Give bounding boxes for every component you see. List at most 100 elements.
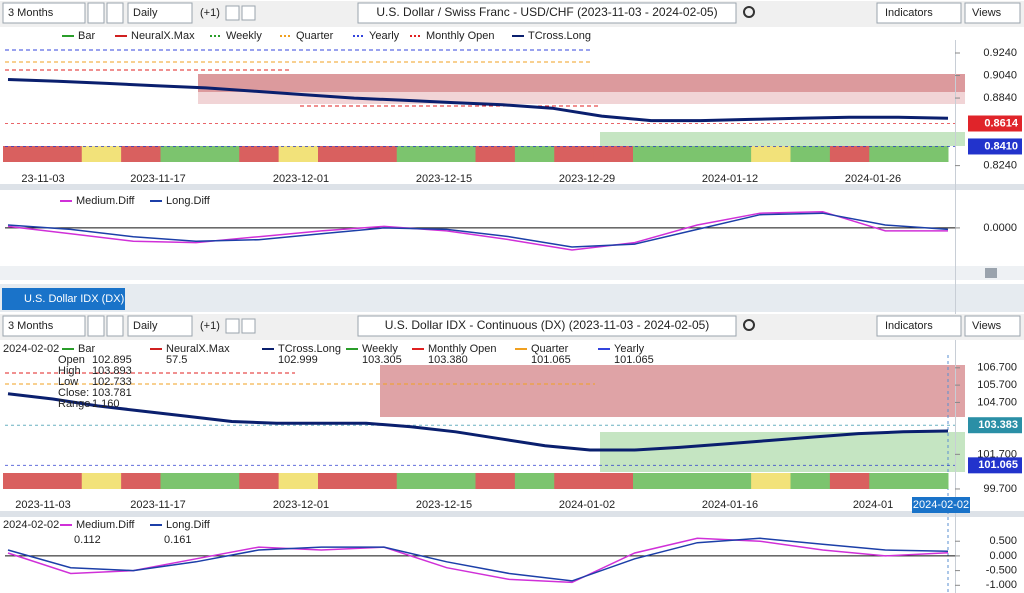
x-tick-label: 2024-01-12 <box>702 173 758 185</box>
legend-label: Quarter <box>296 30 334 42</box>
tab-bar <box>0 284 1024 312</box>
period-label[interactable]: 3 Months <box>8 7 54 19</box>
zoom-out[interactable] <box>106 315 124 337</box>
interval-label[interactable]: Daily <box>133 7 158 19</box>
legend-value: 101.065 <box>531 354 571 366</box>
period-select[interactable] <box>2 315 86 337</box>
period-select[interactable] <box>2 2 86 24</box>
scroll-thumb[interactable] <box>985 268 997 278</box>
plus-button[interactable] <box>225 318 240 334</box>
legend-label: Long.Diff <box>166 519 211 531</box>
y-tick-label: -0.500 <box>986 565 1017 577</box>
cursor-date: 2024-02-02 <box>913 499 969 511</box>
signal-strip <box>475 473 516 489</box>
signal-strip <box>396 473 437 489</box>
pane-separator <box>0 511 1024 517</box>
views-label[interactable]: Views <box>972 320 1002 332</box>
y-tick-label: 0.8240 <box>983 160 1017 172</box>
views-label[interactable]: Views <box>972 7 1002 19</box>
legend-value: 103.305 <box>362 354 402 366</box>
tab[interactable] <box>2 288 125 310</box>
price-tag-label: 0.8410 <box>984 140 1018 152</box>
plus-button[interactable] <box>225 5 240 21</box>
signal-strip <box>121 146 161 162</box>
indicators-select[interactable] <box>876 315 962 337</box>
signal-strip <box>239 146 280 162</box>
y-tick-label: -1.000 <box>986 579 1017 591</box>
interval-select[interactable] <box>127 2 193 24</box>
ohlc-label: Range <box>58 398 90 410</box>
ohlc-value: 1.160 <box>92 398 120 410</box>
ohlc-value: 102.895 <box>92 354 132 366</box>
signal-strip <box>672 146 713 162</box>
scrollbar[interactable] <box>0 266 1024 280</box>
signal-strip <box>829 146 870 162</box>
support-zone <box>600 132 965 146</box>
x-tick-label: 2023-12-01 <box>273 173 329 185</box>
search-icon[interactable] <box>743 6 755 18</box>
minus-button[interactable] <box>241 5 256 21</box>
x-tick-label: 2023-11-17 <box>130 173 185 185</box>
price-tag-label: 0.8614 <box>984 117 1019 129</box>
minus-button[interactable] <box>241 318 256 334</box>
views-select[interactable] <box>964 2 1021 24</box>
legend-date: 2024-02-02 <box>3 519 59 531</box>
legend-label: TCross.Long <box>528 30 591 42</box>
legend-value: 101.065 <box>614 354 654 366</box>
legend-label: NeuralX.Max <box>131 30 195 42</box>
x-tick-label: 2023-12-01 <box>273 499 329 511</box>
y-tick-label: 0.500 <box>989 535 1017 547</box>
price-tag-label: 101.065 <box>978 459 1018 471</box>
indicators-select[interactable] <box>876 2 962 24</box>
indicators-label[interactable]: Indicators <box>885 320 933 332</box>
signal-strip <box>318 146 358 162</box>
search-icon[interactable] <box>743 319 755 331</box>
x-tick-label: 2023-11-17 <box>130 499 185 511</box>
legend-label: NeuralX.Max <box>166 343 230 355</box>
signal-strip <box>514 146 555 162</box>
period-label[interactable]: 3 Months <box>8 320 54 332</box>
ohlc-value: 102.733 <box>92 376 132 388</box>
interval-select[interactable] <box>127 315 193 337</box>
signal-strip <box>436 473 476 489</box>
x-tick-label: 2023-12-15 <box>416 499 472 511</box>
indicators-label[interactable]: Indicators <box>885 7 933 19</box>
signal-strip <box>751 146 791 162</box>
signal-strip <box>908 473 949 489</box>
zoom-out[interactable] <box>106 2 124 24</box>
offset-label: (+1) <box>200 320 220 332</box>
signal-strip <box>751 473 791 489</box>
signal-strip <box>318 473 358 489</box>
zoom-in[interactable] <box>87 315 105 337</box>
price-tag <box>968 417 1022 434</box>
signal-strip <box>593 473 634 489</box>
signal-strip <box>81 146 122 162</box>
legend-value: 57.5 <box>166 354 187 366</box>
price-tag <box>968 457 1022 474</box>
medium-diff-line <box>7 537 949 584</box>
zoom-in[interactable] <box>87 2 105 24</box>
signal-strip <box>908 146 949 162</box>
signal-strip <box>3 146 43 162</box>
signal-strip <box>869 473 910 489</box>
interval-label[interactable]: Daily <box>133 320 158 332</box>
price-tag-label: 103.383 <box>978 419 1018 431</box>
resistance-zone <box>198 74 965 92</box>
long-diff-line <box>7 212 949 248</box>
views-select[interactable] <box>964 315 1021 337</box>
legend-label: TCross.Long <box>278 343 341 355</box>
signal-strip <box>869 146 910 162</box>
signal-strip <box>396 146 437 162</box>
tcross-long-line <box>7 392 949 452</box>
chart-title: U.S. Dollar / Swiss Franc - USD/CHF (202… <box>376 5 717 19</box>
legend-label: Medium.Diff <box>76 195 135 207</box>
legend-label: Yearly <box>369 30 400 42</box>
legend-label: Weekly <box>362 343 398 355</box>
ohlc-value: 103.781 <box>92 387 132 399</box>
y-tick-label: 101.700 <box>977 448 1017 460</box>
legend-value: 102.999 <box>278 354 318 366</box>
tab-label[interactable]: U.S. Dollar IDX (DX) <box>24 293 124 305</box>
signal-strip <box>475 146 516 162</box>
signal-strip <box>554 146 595 162</box>
